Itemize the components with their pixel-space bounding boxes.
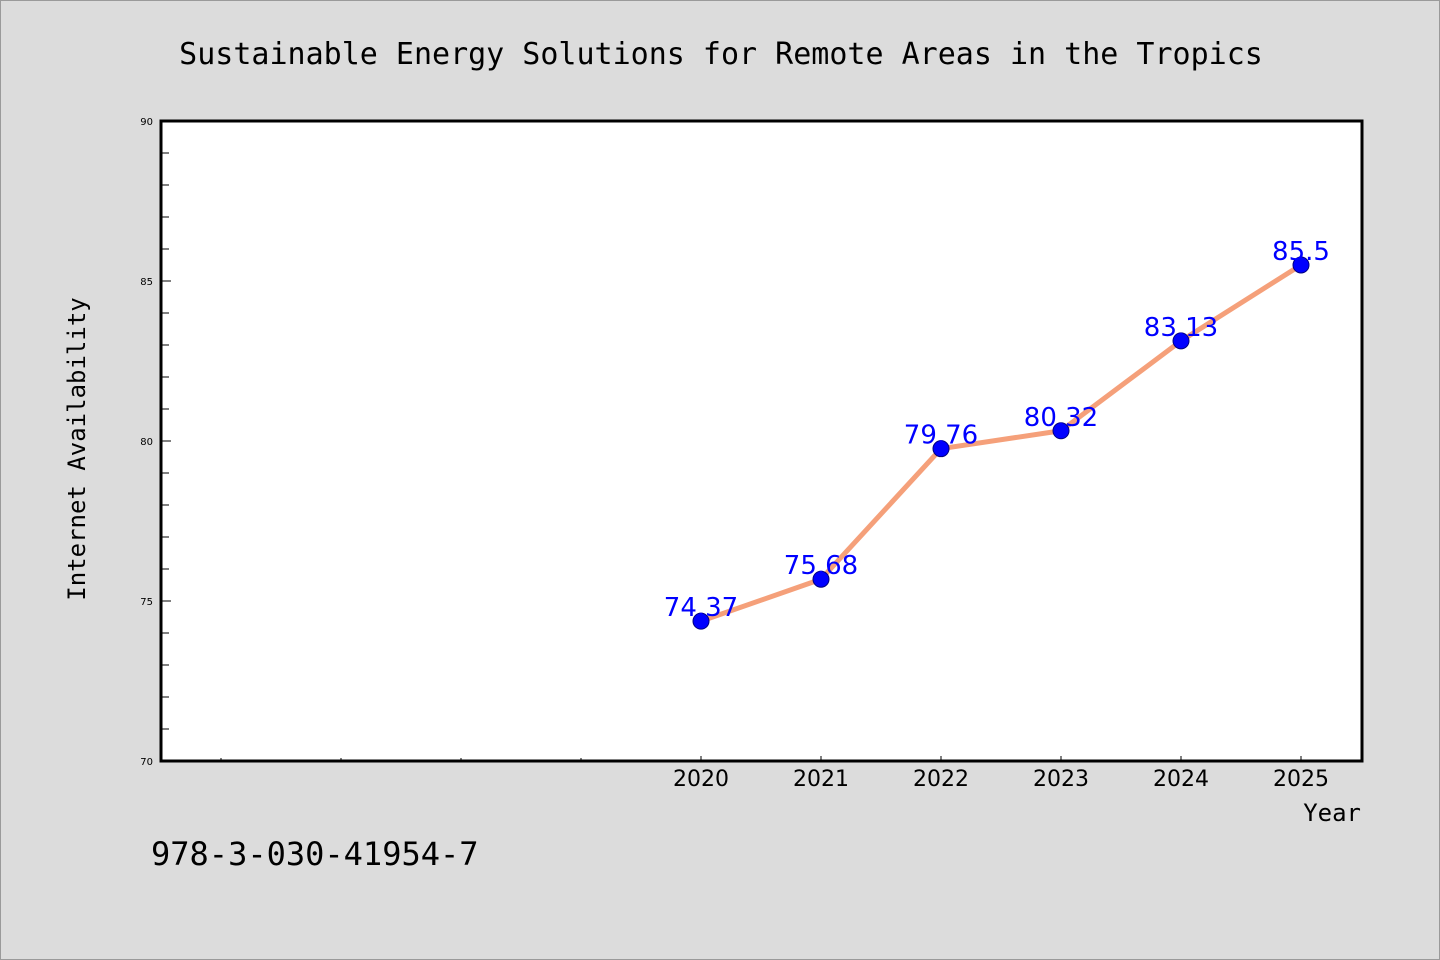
data-point xyxy=(1052,422,1070,440)
series-layer xyxy=(692,256,1310,630)
data-label: 83.13 xyxy=(1144,313,1218,343)
data-point xyxy=(692,612,710,630)
x-tick-label: 2023 xyxy=(1033,767,1089,792)
chart-title: Sustainable Energy Solutions for Remote … xyxy=(179,37,1263,72)
x-axis-label: Year xyxy=(1303,799,1361,827)
y-tick-label: 80 xyxy=(140,437,153,448)
data-labels: 74.37 75.68 79.76 80.32 83.13 85.5 xyxy=(664,237,1330,623)
data-point xyxy=(812,570,830,588)
x-tick-label: 2022 xyxy=(913,767,969,792)
y-tick-label: 70 xyxy=(140,757,153,768)
x-tick-label: 2021 xyxy=(793,767,849,792)
data-point xyxy=(1292,256,1310,274)
data-label: 75.68 xyxy=(784,551,858,581)
data-label: 85.5 xyxy=(1272,237,1330,267)
x-tick-label: 2025 xyxy=(1273,767,1329,792)
y-tick-label: 75 xyxy=(140,597,153,608)
data-label: 80.32 xyxy=(1024,403,1098,433)
x-tick-label: 2024 xyxy=(1153,767,1209,792)
y-axis: 70 75 80 85 90 xyxy=(140,117,171,768)
data-point xyxy=(1172,332,1190,350)
data-point xyxy=(932,440,950,458)
plot-area xyxy=(159,119,1364,763)
x-tick-label: 2020 xyxy=(673,767,729,792)
series-line xyxy=(698,262,1304,624)
y-tick-label: 90 xyxy=(140,117,153,128)
footer-code: 978-3-030-41954-7 xyxy=(151,835,479,873)
y-tick-label: 85 xyxy=(140,277,153,288)
x-axis: 2020 2021 2022 2023 2024 2025 xyxy=(220,756,1329,792)
data-label: 79.76 xyxy=(904,421,978,451)
y-axis-label: Internet Availability xyxy=(63,297,91,600)
data-label: 74.37 xyxy=(664,593,738,623)
